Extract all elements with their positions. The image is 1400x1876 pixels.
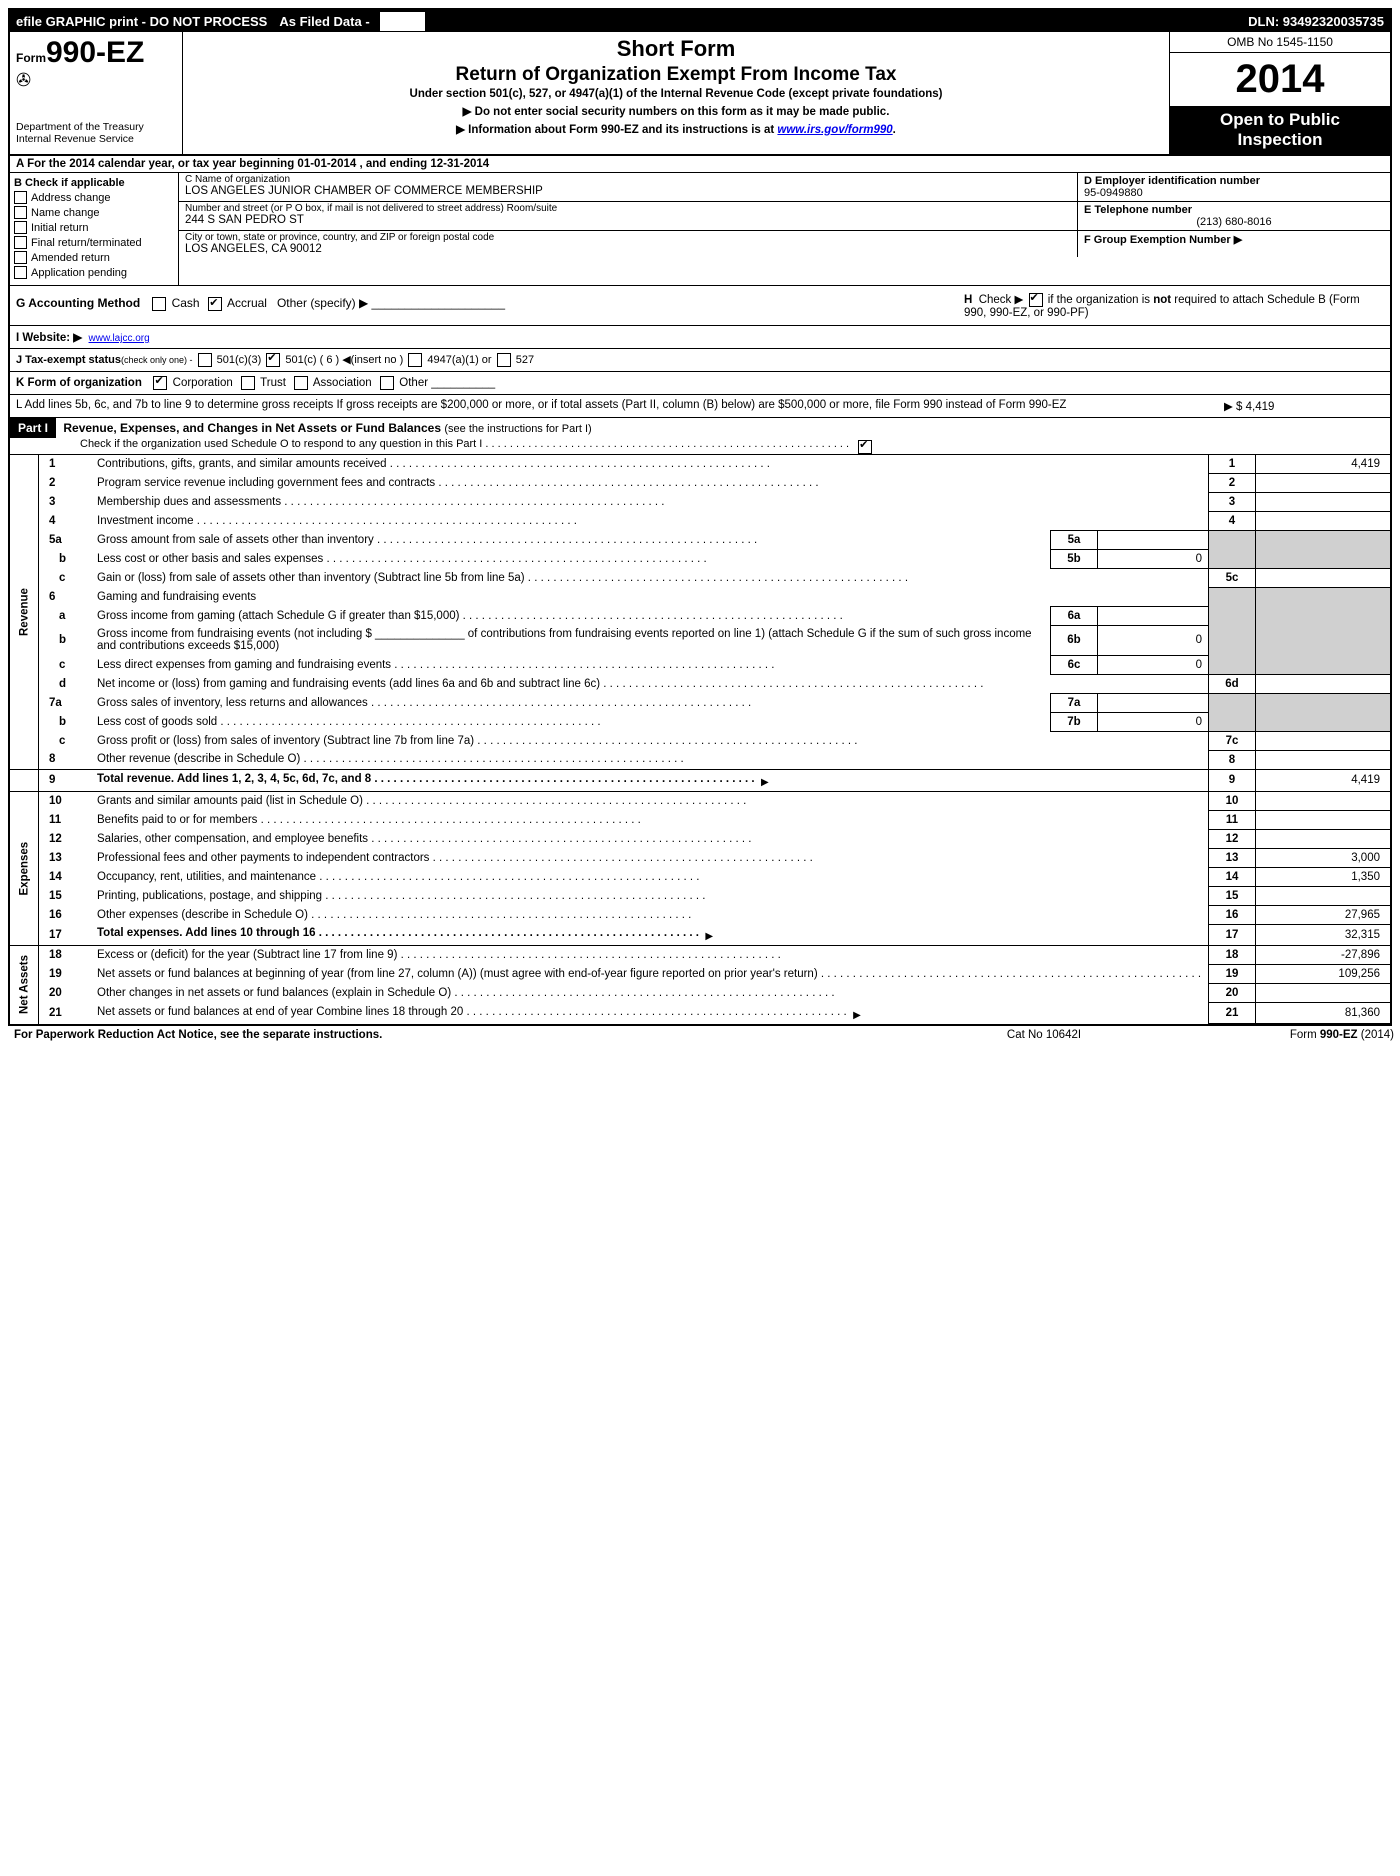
line-5b-value: 0 bbox=[1098, 550, 1209, 569]
chk-amended-return[interactable]: Amended return bbox=[14, 251, 174, 264]
netassets-label: Net Assets bbox=[10, 946, 39, 1024]
chk-cash[interactable] bbox=[152, 297, 166, 311]
dln: DLN: 93492320035735 bbox=[1242, 14, 1390, 29]
line-12-value bbox=[1256, 829, 1391, 848]
col-cdef: C Name of organization LOS ANGELES JUNIO… bbox=[179, 173, 1390, 285]
part-1-label: Part I bbox=[10, 418, 56, 438]
line-7a-value bbox=[1098, 693, 1209, 712]
col-b-checkboxes: B Check if applicable Address change Nam… bbox=[10, 173, 179, 285]
title-short-form: Short Form bbox=[193, 36, 1159, 62]
line-7c-value bbox=[1256, 731, 1391, 750]
line-19-value: 109,256 bbox=[1256, 965, 1391, 984]
box-c-addr: Number and street (or P O box, if mail i… bbox=[179, 202, 1078, 230]
line-18-value: -27,896 bbox=[1256, 946, 1391, 965]
chk-accrual[interactable] bbox=[208, 297, 222, 311]
line-6d-value bbox=[1256, 674, 1391, 693]
line-7b-value: 0 bbox=[1098, 712, 1209, 731]
box-f: F Group Exemption Number ▶ bbox=[1078, 231, 1390, 257]
line-8-value bbox=[1256, 750, 1391, 769]
line-j: J Tax-exempt status(check only one) - 50… bbox=[10, 349, 1390, 372]
chk-trust[interactable] bbox=[241, 376, 255, 390]
subtitle-ssn: ▶ Do not enter social security numbers o… bbox=[193, 104, 1159, 118]
chk-schedule-o[interactable] bbox=[858, 440, 872, 454]
section-b-to-f: B Check if applicable Address change Nam… bbox=[10, 173, 1390, 286]
part-1-table: Revenue 1 Contributions, gifts, grants, … bbox=[10, 455, 1390, 1024]
line-17-value: 32,315 bbox=[1256, 924, 1391, 946]
cat-no: Cat No 10642I bbox=[894, 1029, 1194, 1041]
line-1-value: 4,419 bbox=[1256, 455, 1391, 474]
line-10-value bbox=[1256, 791, 1391, 810]
header-right: OMB No 1545-1150 2014 Open to Public Ins… bbox=[1170, 32, 1390, 154]
efile-topbar: efile GRAPHIC print - DO NOT PROCESS As … bbox=[10, 10, 1390, 32]
line-20-value bbox=[1256, 984, 1391, 1003]
irs: Internal Revenue Service bbox=[16, 133, 176, 145]
line-h: H Check ▶ if the organization is not req… bbox=[958, 286, 1390, 325]
topbar-left: efile GRAPHIC print - DO NOT PROCESS bbox=[10, 14, 273, 29]
chk-other[interactable] bbox=[380, 376, 394, 390]
line-a: A For the 2014 calendar year, or tax yea… bbox=[10, 156, 1390, 173]
line-9-value: 4,419 bbox=[1256, 769, 1391, 791]
line-l-value: ▶ $ 4,419 bbox=[1204, 399, 1384, 413]
tax-year: 2014 bbox=[1170, 53, 1390, 106]
irs-link[interactable]: www.irs.gov/form990 bbox=[777, 124, 892, 136]
line-5a-value bbox=[1098, 531, 1209, 550]
part-1-header: Part I Revenue, Expenses, and Changes in… bbox=[10, 418, 1390, 455]
box-c-name: C Name of organization LOS ANGELES JUNIO… bbox=[179, 173, 1078, 201]
header-center: Short Form Return of Organization Exempt… bbox=[183, 32, 1170, 154]
chk-address-change[interactable]: Address change bbox=[14, 191, 174, 204]
line-i: I Website: ▶ www.lajcc.org bbox=[10, 326, 1390, 349]
revenue-label: Revenue bbox=[10, 455, 39, 769]
line-5c-value bbox=[1256, 569, 1391, 588]
page-footer: For Paperwork Reduction Act Notice, see … bbox=[8, 1026, 1400, 1044]
line-6b-value: 0 bbox=[1098, 625, 1209, 655]
line-l: L Add lines 5b, 6c, and 7b to line 9 to … bbox=[10, 395, 1390, 418]
chk-final-return[interactable]: Final return/terminated bbox=[14, 236, 174, 249]
dept-treasury: Department of the Treasury bbox=[16, 121, 176, 133]
line-k: K Form of organization Corporation Trust… bbox=[10, 372, 1390, 395]
topbar-mid: As Filed Data - bbox=[273, 14, 375, 29]
line-11-value bbox=[1256, 810, 1391, 829]
chk-h[interactable] bbox=[1029, 293, 1043, 307]
chk-527[interactable] bbox=[497, 353, 511, 367]
check-b-title: B Check if applicable bbox=[14, 177, 174, 189]
form-number: Form990-EZ bbox=[16, 36, 176, 70]
website-link[interactable]: www.lajcc.org bbox=[89, 333, 150, 344]
chk-assoc[interactable] bbox=[294, 376, 308, 390]
header-left: Form990-EZ ✇ Department of the Treasury … bbox=[10, 32, 183, 154]
box-e: E Telephone number (213) 680-8016 bbox=[1078, 202, 1390, 230]
box-c-city: City or town, state or province, country… bbox=[179, 231, 1078, 257]
chk-corp[interactable] bbox=[153, 376, 167, 390]
form-container: efile GRAPHIC print - DO NOT PROCESS As … bbox=[8, 8, 1392, 1026]
line-6c-value: 0 bbox=[1098, 655, 1209, 674]
lines-g-h: G Accounting Method Cash Accrual Other (… bbox=[10, 286, 1390, 326]
expenses-label: Expenses bbox=[10, 791, 39, 946]
open-public: Open to Public Inspection bbox=[1170, 106, 1390, 154]
subtitle-info: ▶ Information about Form 990-EZ and its … bbox=[193, 122, 1159, 136]
line-3-value bbox=[1256, 493, 1391, 512]
line-13-value: 3,000 bbox=[1256, 848, 1391, 867]
line-15-value bbox=[1256, 886, 1391, 905]
box-d: D Employer identification number 95-0949… bbox=[1078, 173, 1390, 201]
line-4-value bbox=[1256, 512, 1391, 531]
chk-501c3[interactable] bbox=[198, 353, 212, 367]
line-6a-value bbox=[1098, 606, 1209, 625]
line-14-value: 1,350 bbox=[1256, 867, 1391, 886]
form-footer: Form 990-EZ (2014) bbox=[1194, 1029, 1394, 1041]
chk-initial-return[interactable]: Initial return bbox=[14, 221, 174, 234]
line-21-value: 81,360 bbox=[1256, 1003, 1391, 1024]
topbar-midbox bbox=[380, 12, 425, 31]
form-header: Form990-EZ ✇ Department of the Treasury … bbox=[10, 32, 1390, 156]
chk-application-pending[interactable]: Application pending bbox=[14, 266, 174, 279]
title-return: Return of Organization Exempt From Incom… bbox=[193, 64, 1159, 86]
omb-number: OMB No 1545-1150 bbox=[1170, 32, 1390, 53]
chk-4947[interactable] bbox=[408, 353, 422, 367]
paperwork-notice: For Paperwork Reduction Act Notice, see … bbox=[14, 1029, 894, 1041]
chk-501c[interactable] bbox=[266, 353, 280, 367]
line-16-value: 27,965 bbox=[1256, 905, 1391, 924]
line-g: G Accounting Method Cash Accrual Other (… bbox=[10, 286, 958, 325]
line-2-value bbox=[1256, 474, 1391, 493]
subtitle-section: Under section 501(c), 527, or 4947(a)(1)… bbox=[193, 88, 1159, 100]
chk-name-change[interactable]: Name change bbox=[14, 206, 174, 219]
